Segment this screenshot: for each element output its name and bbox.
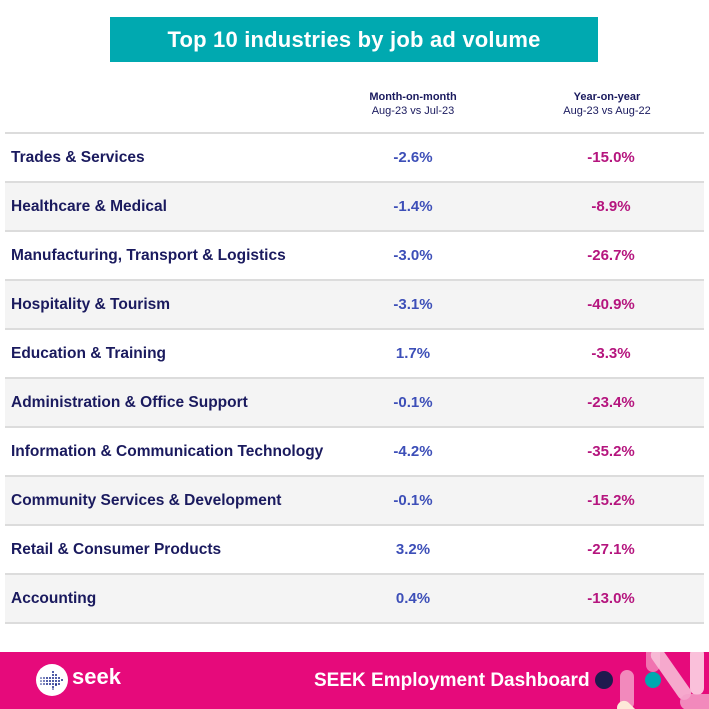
yoy-value: -40.9% — [587, 296, 635, 313]
table-row: Education & Training 1.7% -3.3% — [5, 330, 704, 379]
mom-value: -4.2% — [393, 443, 433, 460]
table-row: Trades & Services -2.6% -15.0% — [5, 134, 704, 183]
mom-value: -0.1% — [393, 492, 433, 509]
yoy-value: -26.7% — [587, 247, 635, 264]
yoy-value: -15.2% — [587, 492, 635, 509]
decorative-shapes-icon — [595, 652, 709, 709]
seek-logo — [36, 664, 68, 696]
seek-arrow-icon — [40, 671, 63, 690]
mom-value: -1.4% — [393, 198, 433, 215]
yoy-value: -13.0% — [587, 590, 635, 607]
yoy-value: -23.4% — [587, 394, 635, 411]
column-subheading: Aug-23 vs Aug-22 — [563, 105, 651, 117]
yoy-value: -3.3% — [591, 345, 631, 362]
table-row: Hospitality & Tourism -3.1% -40.9% — [5, 281, 704, 330]
industry-name: Manufacturing, Transport & Logistics — [11, 247, 286, 264]
mom-value: -3.0% — [393, 247, 433, 264]
industry-name: Information & Communication Technology — [11, 443, 324, 460]
yoy-value: -15.0% — [587, 149, 635, 166]
yoy-value: -27.1% — [587, 541, 635, 558]
mom-value: -0.1% — [393, 394, 433, 411]
dashboard-title: SEEK Employment Dashboard — [314, 670, 590, 691]
industry-name: Community Services & Development — [11, 492, 282, 509]
industry-name: Accounting — [11, 590, 97, 607]
column-heading: Month-on-month — [369, 91, 457, 103]
industry-name: Retail & Consumer Products — [11, 541, 222, 558]
page-title: Top 10 industries by job ad volume — [110, 17, 598, 62]
industry-name: Hospitality & Tourism — [11, 296, 171, 313]
footer-banner: seek SEEK Employment Dashboard — [0, 652, 709, 709]
mom-value: 0.4% — [395, 590, 431, 607]
column-header-mom: Month-on-month Aug-23 vs Jul-23 — [353, 90, 473, 118]
mom-value: 1.7% — [395, 345, 431, 362]
yoy-value: -35.2% — [587, 443, 635, 460]
mom-value: -3.1% — [393, 296, 433, 313]
industry-name: Education & Training — [11, 345, 167, 362]
table-row: Community Services & Development -0.1% -… — [5, 477, 704, 526]
industry-name: Trades & Services — [11, 149, 145, 166]
table-row: Information & Communication Technology -… — [5, 428, 704, 477]
column-subheading: Aug-23 vs Jul-23 — [371, 105, 455, 117]
table-row: Manufacturing, Transport & Logistics -3.… — [5, 232, 704, 281]
mom-value: 3.2% — [395, 541, 431, 558]
industry-name: Administration & Office Support — [11, 394, 248, 411]
table-row: Retail & Consumer Products 3.2% -27.1% — [5, 526, 704, 575]
table-row: Healthcare & Medical -1.4% -8.9% — [5, 183, 704, 232]
table-row: Accounting 0.4% -13.0% — [5, 575, 704, 624]
seek-logo-text: seek — [72, 664, 121, 689]
column-header-yoy: Year-on-year Aug-23 vs Aug-22 — [547, 90, 667, 118]
mom-value: -2.6% — [393, 149, 433, 166]
industry-table: Trades & Services -2.6% -15.0% Healthcar… — [5, 132, 704, 624]
yoy-value: -8.9% — [591, 198, 631, 215]
column-heading: Year-on-year — [573, 91, 641, 103]
industry-name: Healthcare & Medical — [11, 198, 167, 215]
table-row: Administration & Office Support -0.1% -2… — [5, 379, 704, 428]
